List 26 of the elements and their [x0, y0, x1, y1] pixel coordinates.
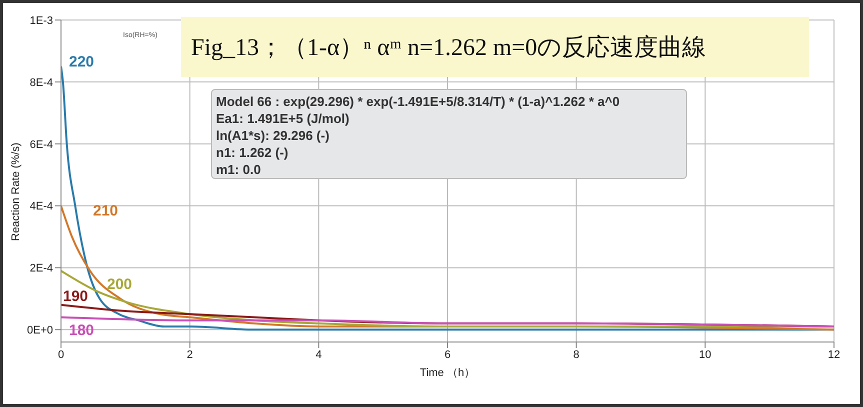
x-axis-title: Time （h） — [420, 367, 476, 379]
x-tick-label: 12 — [828, 348, 840, 361]
x-tick-label: 10 — [699, 348, 712, 361]
annotation: m1: 0.0 — [216, 161, 262, 178]
y-axis-title: Reaction Rate (%/s) — [10, 142, 22, 241]
x-tick-label: 0 — [58, 348, 64, 361]
y-tick-label: 2E-4 — [30, 262, 53, 275]
x-tick-label: 2 — [186, 348, 193, 361]
title-panel: Fig_13；（1-α）ⁿ αᵐ n=1.262 m=0の反応速度曲線 — [181, 17, 809, 77]
annotation: n1: 1.262 (-) — [216, 144, 290, 161]
y-tick-label: 8E-4 — [30, 76, 53, 89]
y-tick-label: 1E-3 — [30, 14, 53, 27]
series-label: 220 — [69, 53, 94, 70]
annotation: Model 66 : exp(29.296) * exp(-1.491E+5/8.314/T) * (1-a)^1.262 * a^0 — [216, 93, 621, 110]
x-tick-label: 8 — [573, 348, 580, 361]
series-label: 210 — [93, 202, 118, 220]
annotation: Ea1: 1.491E+5 (J/mol) — [216, 110, 350, 127]
series-label: 200 — [107, 276, 132, 293]
y-tick-label: 4E-4 — [30, 200, 53, 213]
series-label: 180 — [69, 322, 94, 340]
x-tick-label: 4 — [316, 348, 322, 361]
series-label: 190 — [63, 288, 88, 305]
x-tick-label: 6 — [444, 348, 451, 361]
y-tick-label: 6E-4 — [30, 138, 53, 151]
y-tick-label: 0E+0 — [27, 324, 53, 337]
annotation: ln(A1*s): 29.296 (-) — [216, 127, 330, 144]
